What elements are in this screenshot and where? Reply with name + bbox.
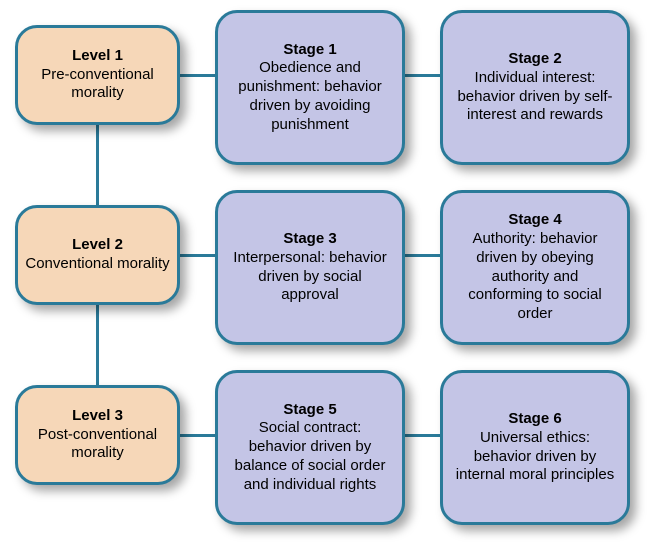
level-2-title: Level 2 bbox=[72, 236, 123, 255]
connector-stageA3-stageB bbox=[405, 434, 440, 437]
stage-1-body: Obedience and punishment: behavior drive… bbox=[228, 59, 392, 134]
stage-1-title: Stage 1 bbox=[283, 41, 336, 60]
stage-3-body: Interpersonal: behavior driven by social… bbox=[228, 249, 392, 305]
stage-6-title: Stage 6 bbox=[508, 410, 561, 429]
level-3-body: Post-conventional morality bbox=[18, 426, 177, 464]
connector-level1-level2 bbox=[96, 125, 99, 205]
stage-5-title: Stage 5 bbox=[283, 401, 336, 420]
stage-3: Stage 3Interpersonal: behavior driven by… bbox=[215, 190, 405, 345]
level-2: Level 2Conventional morality bbox=[15, 205, 180, 305]
stage-6-body: Universal ethics: behavior driven by int… bbox=[453, 429, 617, 485]
stage-3-title: Stage 3 bbox=[283, 230, 336, 249]
stage-2: Stage 2Individual interest: behavior dri… bbox=[440, 10, 630, 165]
level-1: Level 1Pre-conventional morality bbox=[15, 25, 180, 125]
stage-6: Stage 6Universal ethics: behavior driven… bbox=[440, 370, 630, 525]
level-3-title: Level 3 bbox=[72, 407, 123, 426]
connector-level2-level3 bbox=[96, 305, 99, 385]
stage-1: Stage 1Obedience and punishment: behavio… bbox=[215, 10, 405, 165]
stage-2-title: Stage 2 bbox=[508, 50, 561, 69]
stage-5: Stage 5Social contract: behavior driven … bbox=[215, 370, 405, 525]
connector-stageA1-stageB bbox=[405, 74, 440, 77]
level-3: Level 3Post-conventional morality bbox=[15, 385, 180, 485]
level-2-body: Conventional morality bbox=[25, 255, 169, 274]
connector-stageA2-stageB bbox=[405, 254, 440, 257]
stage-5-body: Social contract: behavior driven by bala… bbox=[228, 419, 392, 494]
connector-level3-stageA bbox=[180, 434, 215, 437]
stage-4-body: Authority: behavior driven by obeying au… bbox=[453, 230, 617, 324]
connector-level1-stageA bbox=[180, 74, 215, 77]
level-1-body: Pre-conventional morality bbox=[18, 66, 177, 104]
stage-4-title: Stage 4 bbox=[508, 211, 561, 230]
level-1-title: Level 1 bbox=[72, 47, 123, 66]
stage-2-body: Individual interest: behavior driven by … bbox=[453, 69, 617, 125]
stage-4: Stage 4Authority: behavior driven by obe… bbox=[440, 190, 630, 345]
connector-level2-stageA bbox=[180, 254, 215, 257]
